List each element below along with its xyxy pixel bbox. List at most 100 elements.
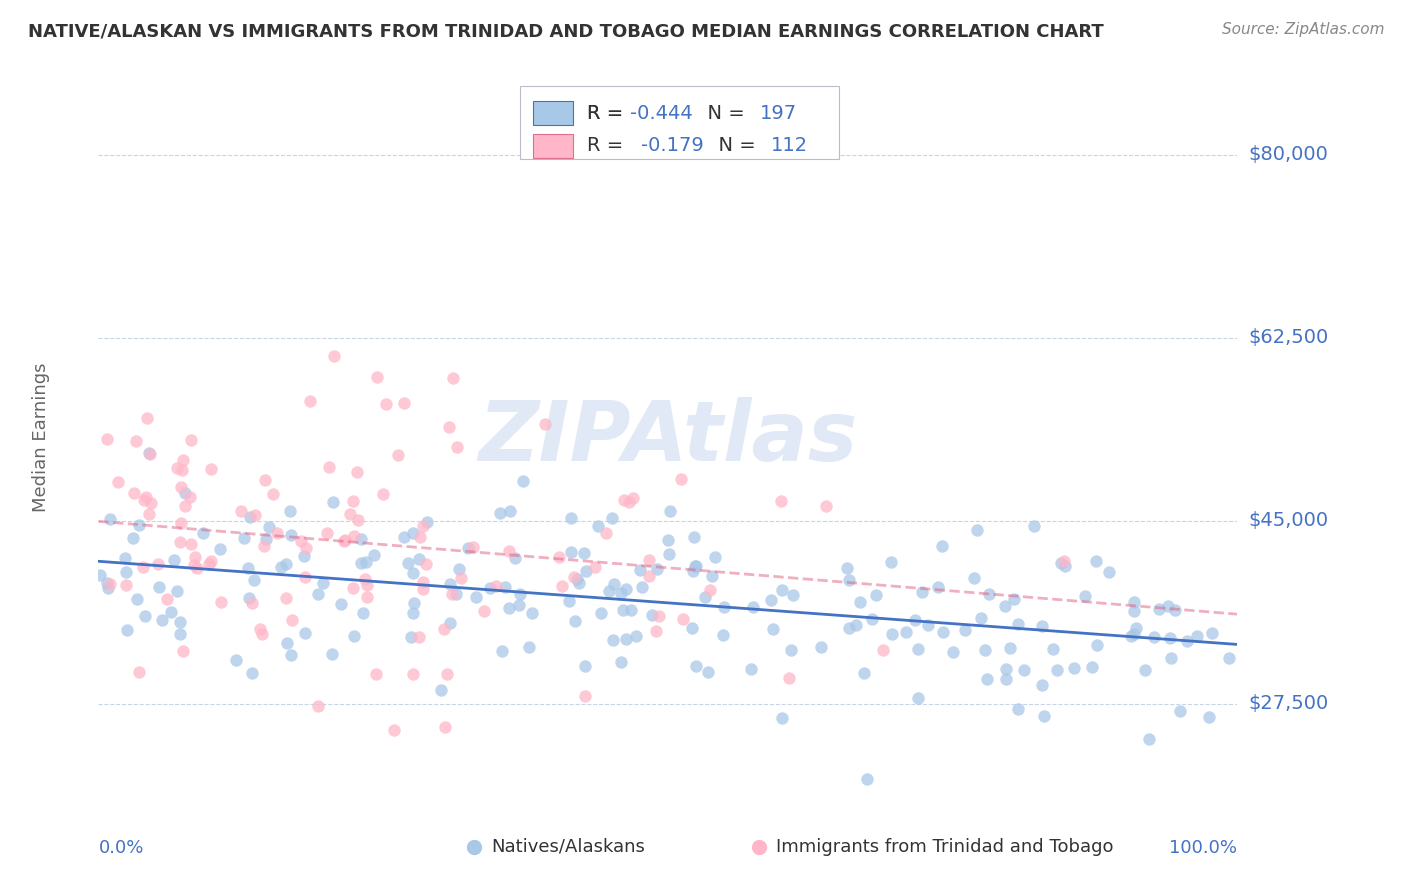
Point [412,575,434,590]
Point [574,659,596,673]
Point [412,519,434,533]
Point [169,627,191,641]
Point [568,576,591,591]
Point [128,518,150,533]
Point [880,626,903,640]
Text: Natives/Alaskans: Natives/Alaskans [491,838,645,855]
Point [994,599,1017,613]
Point [1053,554,1076,568]
Point [838,621,860,635]
Point [1098,565,1121,579]
Point [148,580,170,594]
Point [249,622,271,636]
Point [364,667,387,681]
Point [970,611,993,625]
Point [172,644,194,658]
Point [193,525,215,540]
Point [683,559,706,574]
Point [976,673,998,687]
Point [1157,599,1180,613]
Point [586,519,609,533]
Point [648,608,671,623]
Point [860,612,883,626]
Point [138,507,160,521]
Point [122,531,145,545]
Point [770,582,793,597]
Point [371,487,394,501]
Point [254,473,277,487]
Point [1143,630,1166,644]
Point [998,640,1021,655]
Point [1123,595,1146,609]
Point [280,613,302,627]
Point [180,537,202,551]
Point [135,411,157,425]
Point [166,461,188,475]
Point [1163,603,1185,617]
Point [138,446,160,460]
Point [316,526,339,541]
Point [415,516,437,530]
Point [333,534,356,549]
Point [942,645,965,659]
Point [441,587,464,601]
Point [396,556,419,570]
Text: 0.0%: 0.0% [98,839,143,857]
Text: ZIPAtlas: ZIPAtlas [478,397,858,477]
Point [1053,558,1076,573]
Point [626,629,648,643]
Point [346,466,368,480]
Point [865,588,887,602]
Point [236,560,259,574]
Point [534,417,557,432]
Point [693,590,716,604]
Point [638,553,661,567]
Point [927,580,949,594]
Point [402,566,425,580]
Point [170,479,193,493]
Point [1022,519,1045,533]
Point [1033,709,1056,723]
Point [135,490,157,504]
Point [994,662,1017,676]
Point [558,594,581,608]
Point [979,587,1001,601]
Bar [533,135,574,158]
Point [166,584,188,599]
Point [1012,663,1035,677]
Point [845,617,868,632]
Point [461,541,484,555]
Point [685,659,707,673]
Point [1160,651,1182,665]
Point [429,683,451,698]
Point [619,495,641,509]
Point [742,599,765,614]
Point [591,607,613,621]
Point [995,672,1018,686]
Point [681,621,703,635]
Point [382,723,405,738]
Point [509,587,531,601]
Point [759,593,782,607]
Text: 112: 112 [770,136,808,155]
Point [276,636,298,650]
Point [1175,633,1198,648]
Point [128,665,150,679]
Point [598,584,620,599]
Point [409,531,432,545]
Point [184,549,207,564]
Point [1063,661,1085,675]
Point [853,666,876,681]
Point [1122,626,1144,640]
Point [494,580,516,594]
Point [392,530,415,544]
Point [270,559,292,574]
Point [657,533,679,547]
Point [97,581,120,595]
Point [89,567,111,582]
Point [266,526,288,541]
Point [209,595,232,609]
Point [333,533,356,547]
Point [366,369,388,384]
Point [508,598,530,612]
